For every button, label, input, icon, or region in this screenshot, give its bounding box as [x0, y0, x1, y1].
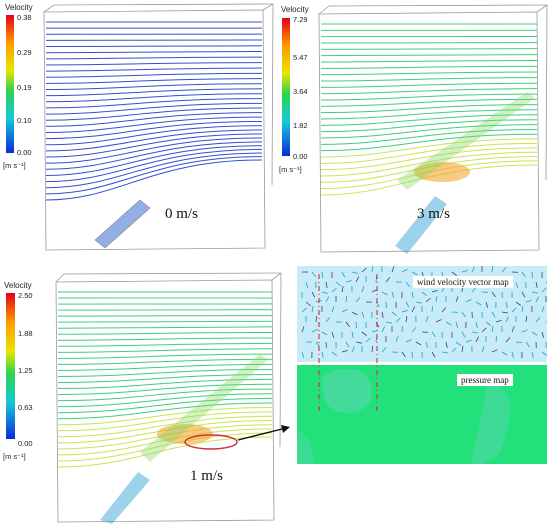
- legend-tick: 0.00: [18, 439, 33, 448]
- streamline: [321, 61, 537, 62]
- legend-unit: [m s⁻¹]: [3, 161, 26, 170]
- panel-0ms: Velocity 0.38 0.29 0.19 0.10 0.00 [m s⁻¹…: [0, 0, 275, 260]
- legend-tick: 0.63: [18, 403, 33, 412]
- streamline: [46, 63, 262, 65]
- streamline: [46, 153, 262, 188]
- caption: 1 m/s: [190, 468, 223, 485]
- streamline: [46, 52, 262, 53]
- vector-map-label: wind velocity vector map: [413, 276, 513, 288]
- streamline: [321, 94, 537, 100]
- colorbar: [282, 18, 290, 156]
- colorbar: [6, 293, 15, 439]
- streamline: [58, 343, 272, 346]
- streamline: [46, 57, 262, 59]
- streamline: [321, 72, 537, 75]
- streamline: [321, 139, 537, 157]
- inlet-box: [100, 472, 150, 524]
- zoom-arrowhead: [281, 425, 290, 433]
- streamline: [321, 66, 537, 68]
- legend-tick: 0.38: [17, 13, 32, 22]
- streamline: [321, 83, 537, 87]
- vector-arrow: [346, 296, 347, 302]
- streamline: [58, 327, 272, 328]
- streamline: [58, 349, 272, 353]
- legend-tick: 3.64: [293, 87, 308, 96]
- streamline: [321, 125, 537, 138]
- streamline: [58, 354, 272, 358]
- zoom-panel: wind velocity vector map pressure map: [297, 266, 547, 464]
- legend-tick: 0.29: [17, 48, 32, 57]
- streamline: [46, 121, 262, 138]
- panel-3ms-graphic: Velocity 7.29 5.47 3.64 1.82 0.00 [m s⁻¹…: [277, 0, 550, 260]
- legend-unit: [m s⁻¹]: [279, 165, 302, 174]
- pressure-low-zone: [322, 369, 372, 413]
- legend-tick: 5.47: [293, 53, 308, 62]
- panel-1ms-graphic: Velocity 2.50 1.88 1.25 0.63 0.00 [m s⁻¹…: [0, 262, 290, 525]
- legend-tick: 0.00: [17, 148, 32, 157]
- legend-title: Velocity: [5, 3, 33, 12]
- streamline: [46, 68, 262, 71]
- streamline: [321, 49, 537, 50]
- streamline: [46, 46, 262, 47]
- panel-3ms: Velocity 7.29 5.47 3.64 1.82 0.00 [m s⁻¹…: [277, 0, 550, 260]
- streamline: [58, 321, 272, 322]
- streamline: [321, 55, 537, 56]
- streamline: [46, 89, 262, 96]
- legend-tick: 2.50: [18, 291, 33, 300]
- legend-tick: 0.19: [17, 83, 32, 92]
- streamline: [321, 89, 537, 94]
- streamlines: [46, 22, 262, 200]
- vector-arrow: [316, 316, 317, 322]
- streamline: [46, 79, 262, 84]
- streamline: [58, 359, 272, 364]
- domain-box: [44, 4, 273, 250]
- pressure-map-label: pressure map: [457, 374, 513, 386]
- legend-title: Velocity: [281, 5, 309, 14]
- legend-tick: 1.88: [18, 329, 33, 338]
- streamline: [46, 160, 262, 200]
- zoom-graphic: [297, 266, 547, 464]
- colorbar: [6, 15, 14, 153]
- legend-tick: 0.10: [17, 116, 32, 125]
- legend-tick: 1.25: [18, 366, 33, 375]
- caption: 3 m/s: [417, 206, 450, 223]
- legend-unit: [m s⁻¹]: [3, 452, 26, 461]
- legend-title: Velocity: [4, 281, 32, 290]
- streamline: [58, 316, 272, 317]
- panel-0ms-graphic: Velocity 0.38 0.29 0.19 0.10 0.00 [m s⁻¹…: [0, 0, 275, 260]
- caption: 0 m/s: [165, 206, 198, 223]
- streamline: [58, 332, 272, 334]
- streamline: [321, 78, 537, 81]
- streamline: [58, 338, 272, 340]
- legend-tick: 1.82: [293, 121, 308, 130]
- inlet-box: [95, 200, 150, 248]
- inlet-box: [395, 196, 447, 254]
- panel-1ms: Velocity 2.50 1.88 1.25 0.63 0.00 [m s⁻¹…: [0, 262, 290, 525]
- legend-tick: 7.29: [293, 15, 308, 24]
- legend-tick: 0.00: [293, 152, 308, 161]
- streamline: [46, 73, 262, 77]
